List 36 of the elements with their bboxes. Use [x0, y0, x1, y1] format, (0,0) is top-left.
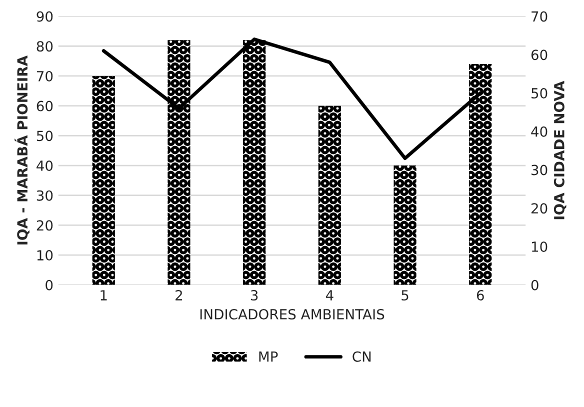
x-tick-label: 3: [250, 290, 258, 301]
y-tick-label: 0: [46, 280, 53, 290]
y-tick-label: 40: [36, 160, 53, 171]
y-tick-label: 30: [36, 190, 53, 201]
bar: [318, 106, 341, 285]
y-tick-label: 10: [37, 250, 53, 261]
y2-tick-label: 60: [531, 50, 548, 60]
x-tick-label: 6: [476, 290, 484, 301]
bar: [92, 76, 115, 285]
x-tick-label: 2: [176, 290, 182, 300]
bar: [168, 40, 190, 285]
y-tick-label: 70: [37, 70, 53, 82]
legend-label: MP: [259, 352, 278, 362]
x-tick-label: 1: [100, 290, 107, 300]
y-axis-title: IQA - MARABÁ PIONEIRA: [14, 56, 30, 244]
bar: [243, 40, 266, 285]
y2-tick-label: 40: [531, 126, 548, 137]
y-tick-label: 60: [36, 100, 53, 112]
line-series: [102, 38, 482, 160]
y-tick-label: 90: [36, 11, 53, 22]
y2-tick-label: 20: [531, 203, 548, 214]
x-axis-title: INDICADORES AMBIENTAIS: [200, 309, 384, 320]
y2-tick-label: 10: [532, 241, 548, 252]
y2-axis-title: IQA CIDADE NOVA: [554, 80, 566, 220]
bar: [394, 166, 416, 285]
y-tick-label: 20: [36, 220, 53, 231]
legend-label: CN: [352, 351, 371, 362]
y2-tick-label: 30: [532, 164, 548, 176]
x-tick-label: 4: [326, 290, 334, 300]
y-tick-label: 50: [36, 130, 53, 142]
y2-tick-label: 0: [531, 280, 538, 290]
bar: [469, 64, 492, 285]
y-tick-label: 80: [36, 41, 53, 52]
y2-tick-label: 70: [532, 11, 548, 22]
y2-tick-label: 50: [532, 88, 548, 99]
x-tick-label: 5: [402, 290, 408, 301]
